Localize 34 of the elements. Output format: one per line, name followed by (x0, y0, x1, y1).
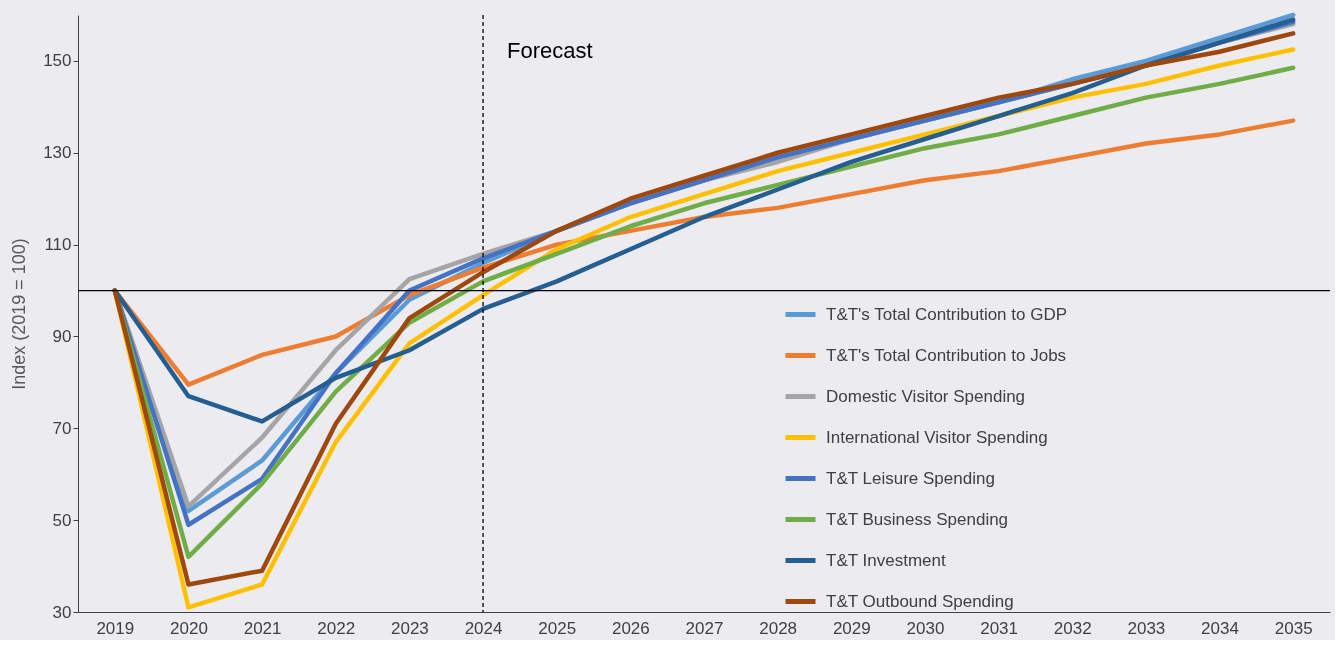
legend-label: T&T Outbound Spending (826, 591, 1014, 611)
y-axis-title: Index (2019 = 100) (9, 238, 30, 390)
x-tick-label: 2023 (391, 618, 429, 638)
x-tick-label: 2032 (1053, 618, 1092, 638)
x-tick-label: 2027 (685, 618, 724, 638)
x-tick-label: 2030 (906, 618, 945, 638)
y-tick-label: 90 (52, 326, 72, 346)
x-tick-label: 2029 (832, 618, 871, 638)
x-tick-label: 2035 (1274, 618, 1313, 638)
ref-line-label: Forecast (507, 38, 593, 63)
x-tick-label: 2019 (96, 618, 135, 638)
y-tick-label: 70 (52, 418, 72, 438)
legend-label: Domestic Visitor Spending (826, 386, 1026, 406)
legend-label: T&T's Total Contribution to GDP (826, 304, 1068, 324)
x-tick-label: 2024 (464, 618, 503, 638)
y-tick-label: 50 (52, 510, 72, 530)
x-tick-label: 2034 (1201, 618, 1239, 638)
y-tick-label: 110 (44, 235, 72, 255)
x-tick-label: 2028 (759, 618, 798, 638)
legend-label: International Visitor Spending (826, 427, 1048, 447)
x-tick-label: 2033 (1127, 618, 1166, 638)
y-tick-label: 130 (43, 143, 72, 163)
legend-label: T&T's Total Contribution to Jobs (826, 345, 1067, 365)
x-tick-label: 2031 (980, 618, 1018, 638)
x-tick-label: 2022 (317, 618, 356, 638)
legend-label: T&T Investment (826, 550, 946, 570)
x-tick-label: 2026 (611, 618, 650, 638)
legend-label: T&T Business Spending (826, 509, 1009, 529)
y-tick-label: 30 (52, 602, 72, 622)
x-tick-label: 2025 (538, 618, 577, 638)
x-tick-label: 2021 (243, 618, 282, 638)
y-tick-label: 150 (43, 51, 72, 71)
x-tick-label: 2020 (170, 618, 208, 638)
legend-label: T&T Leisure Spending (826, 468, 995, 488)
